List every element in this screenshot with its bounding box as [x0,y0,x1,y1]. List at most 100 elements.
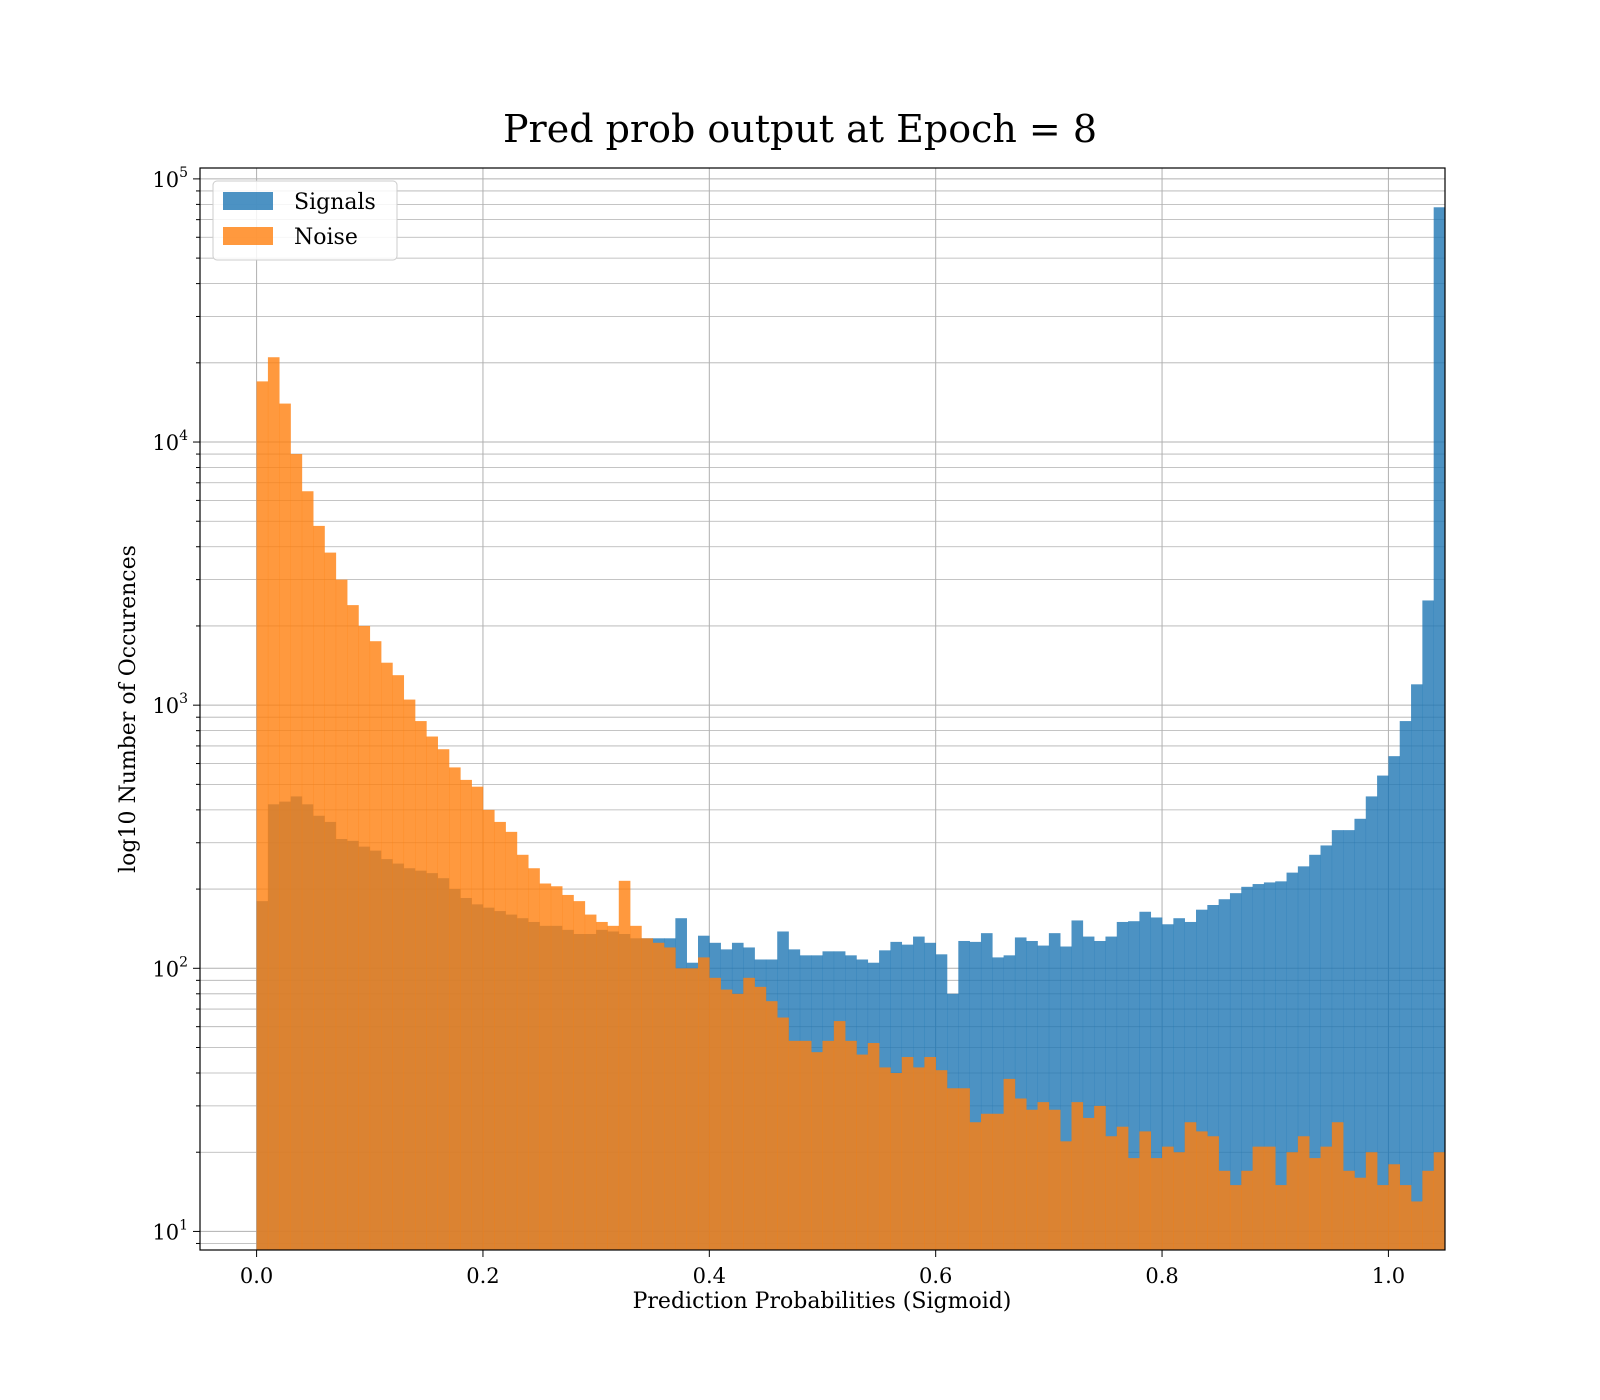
histogram-bar-noise [811,1052,823,1250]
histogram-bar-noise [1241,1170,1253,1250]
histogram-bar-signals [1105,936,1118,1250]
histogram-bar-noise [550,886,563,1250]
histogram-bar-noise [1173,1152,1185,1250]
histogram-bar-noise [528,868,540,1250]
histogram-bar-noise [641,938,654,1250]
histogram-bar-signals [1026,940,1038,1250]
histogram-bar-signals [1082,936,1095,1250]
histogram-bar-noise [358,625,371,1250]
histogram-bar-signals [1139,911,1152,1250]
histogram-bar-noise [1433,1152,1446,1250]
histogram-bar-noise [584,914,597,1250]
histogram-bar-noise [1162,1146,1174,1250]
histogram-bar-noise [1275,1185,1287,1250]
histogram-bar-noise [607,925,620,1250]
histogram-bar-signals [1162,924,1174,1250]
histogram-bar-signals [1320,845,1333,1250]
histogram-bar-noise [1354,1177,1367,1250]
histogram-bar-noise [777,1017,789,1250]
histogram-bar-noise [969,1122,982,1250]
axis-ticks: 0.0 0.2 0.4 0.6 0.8 1.0 101 102 103 104 105 [152,165,1405,1288]
histogram-bar-signals [1411,684,1423,1250]
histogram-bar-noise [1286,1152,1299,1250]
histogram-bar-noise [324,552,337,1250]
histogram-bar-noise [573,901,586,1250]
histogram-bar-signals [1229,893,1242,1250]
histogram-bar-signals [1343,830,1355,1250]
histogram-bar-signals [1094,940,1106,1250]
histogram-bar-signals [1207,904,1219,1250]
histogram-bar-signals [969,941,982,1250]
histogram-bar-noise [1331,1122,1344,1250]
histogram-bar-noise [1048,1109,1061,1250]
histogram-bar-noise [1388,1164,1401,1250]
histogram-bar-signals [1037,945,1050,1250]
histogram-bar-noise [947,1088,959,1250]
histogram-bar-noise [1207,1136,1219,1250]
histogram-bar-noise [765,1001,778,1250]
histogram-bar-noise [1411,1201,1423,1250]
histogram-bar-signals [1388,756,1401,1250]
plot-area-frame [199,167,1446,1251]
histogram-bar-noise [1365,1152,1378,1250]
histogram-bar-noise [482,809,495,1250]
histogram-bar-noise [392,675,405,1250]
histogram-bar-signals [1422,600,1434,1250]
y-tick-label: 102 [152,954,188,981]
y-axis-label: log10 Number of Occurences [116,545,141,873]
histogram-bar-noise [731,993,744,1250]
histogram-bar-noise [1105,1136,1118,1250]
legend-swatch-signals [223,192,273,210]
y-tick-label: 105 [152,165,188,192]
y-tick-label: 103 [152,691,188,718]
histogram-bar-signals [1286,872,1299,1250]
histogram-bar-noise [539,883,552,1250]
histogram-bar-noise [913,1067,925,1250]
histogram-bar-noise [437,749,450,1250]
x-tick-label: 1.0 [1372,1264,1405,1288]
histogram-bar-noise [1139,1131,1152,1250]
histogram-bar-signals [1241,886,1253,1250]
histogram-bar-noise [1026,1109,1038,1250]
histogram-bar-noise [992,1113,1004,1250]
histogram-bar-noise [1263,1146,1276,1250]
legend: Signals Noise [212,180,398,261]
histogram-bar-signals [1433,207,1446,1250]
histogram-bar-noise [675,968,687,1250]
legend-swatch-noise [223,227,273,245]
histogram-bar-signals [1252,884,1265,1250]
x-axis-label: Prediction Probabilities (Sigmoid) [633,1289,1012,1314]
histogram-bar-noise [1297,1136,1310,1250]
histogram-bar-noise [1094,1105,1106,1250]
histogram-bar-noise [1229,1185,1242,1250]
histogram-bar-noise [630,925,642,1250]
histogram-bar-noise [867,1043,880,1250]
histogram-bar-noise [980,1113,993,1250]
histogram-bar-noise [856,1054,869,1250]
histogram-bar-signals [1218,899,1231,1250]
histogram-bar-noise [1184,1122,1197,1250]
histogram-bar-noise [415,721,427,1250]
histogram-bar-noise [403,699,416,1250]
histogram-bar-noise [720,989,733,1250]
histogram-bars [256,207,1446,1250]
histogram-bar-signals [992,957,1004,1250]
histogram-bar-noise [449,767,461,1250]
histogram-bar-noise [471,786,484,1250]
histogram-bar-noise [709,977,721,1250]
chart-title: Pred prob output at Epoch = 8 [503,107,1097,151]
x-tick-label: 0.0 [240,1264,273,1288]
histogram-bar-noise [562,894,574,1250]
histogram-bar-noise [1252,1146,1265,1250]
histogram-bar-noise [754,986,767,1250]
histogram-bar-noise [822,1040,835,1250]
histogram-bar-noise [1320,1146,1333,1250]
histogram-bar-noise [743,977,755,1250]
histogram-bar-noise [1377,1185,1389,1250]
histogram-bar-noise [369,641,382,1250]
histogram-bar-signals [980,933,993,1250]
histogram-bar-signals [1150,917,1163,1250]
histogram-bar-signals [1263,882,1276,1250]
histogram-bar-noise [256,381,269,1250]
x-tick-label: 0.6 [919,1264,952,1288]
